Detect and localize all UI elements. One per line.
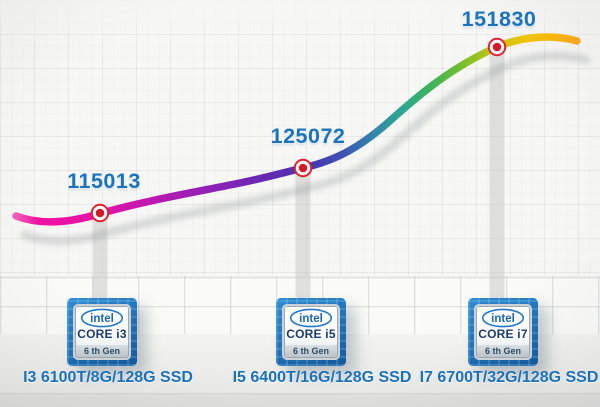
data-point-marker [293,158,313,178]
core-model-label: CORE i7 [478,327,528,341]
core-model-label: CORE i5 [286,327,336,341]
generation-label: 6 th Gen [75,345,129,358]
connector-bar [92,213,108,301]
generation-label: 6 th Gen [284,345,338,358]
data-point-marker [487,37,507,57]
connector-bar [295,168,311,301]
generation-label: 6 th Gen [476,345,530,358]
value-label-i5: 125072 [270,124,346,148]
intel-logo-text: intel [90,313,114,325]
intel-cpu-badge-i5: intel CORE i5 6 th Gen [276,298,346,366]
intel-logo-icon: intel [481,308,525,328]
cpu-spec-label-i3: I3 6100T/8G/128G SSD [23,369,193,386]
intel-cpu-badge-i3: intel CORE i3 6 th Gen [67,298,137,366]
trend-line-shadow [20,51,591,246]
chip-die: intel CORE i7 6 th Gen [474,304,532,360]
intel-logo-icon: intel [289,308,333,328]
cpu-spec-label-i5: I5 6400T/16G/128G SSD [232,369,412,386]
intel-logo-icon: intel [80,308,124,328]
intel-logo-text: intel [491,313,515,325]
core-model-label: CORE i3 [77,327,127,341]
value-label-i7: 151830 [461,7,537,31]
data-point-marker [90,203,110,223]
chip-die: intel CORE i5 6 th Gen [282,304,340,360]
intel-logo-text: intel [299,313,323,325]
intel-cpu-badge-i7: intel CORE i7 6 th Gen [468,298,538,366]
cpu-spec-label-i7: I7 6700T/32G/128G SSD [419,369,599,386]
chip-die: intel CORE i3 6 th Gen [73,304,131,360]
connector-bar [489,47,505,301]
value-label-i3: 115013 [67,169,141,193]
floor-edge [0,393,600,407]
